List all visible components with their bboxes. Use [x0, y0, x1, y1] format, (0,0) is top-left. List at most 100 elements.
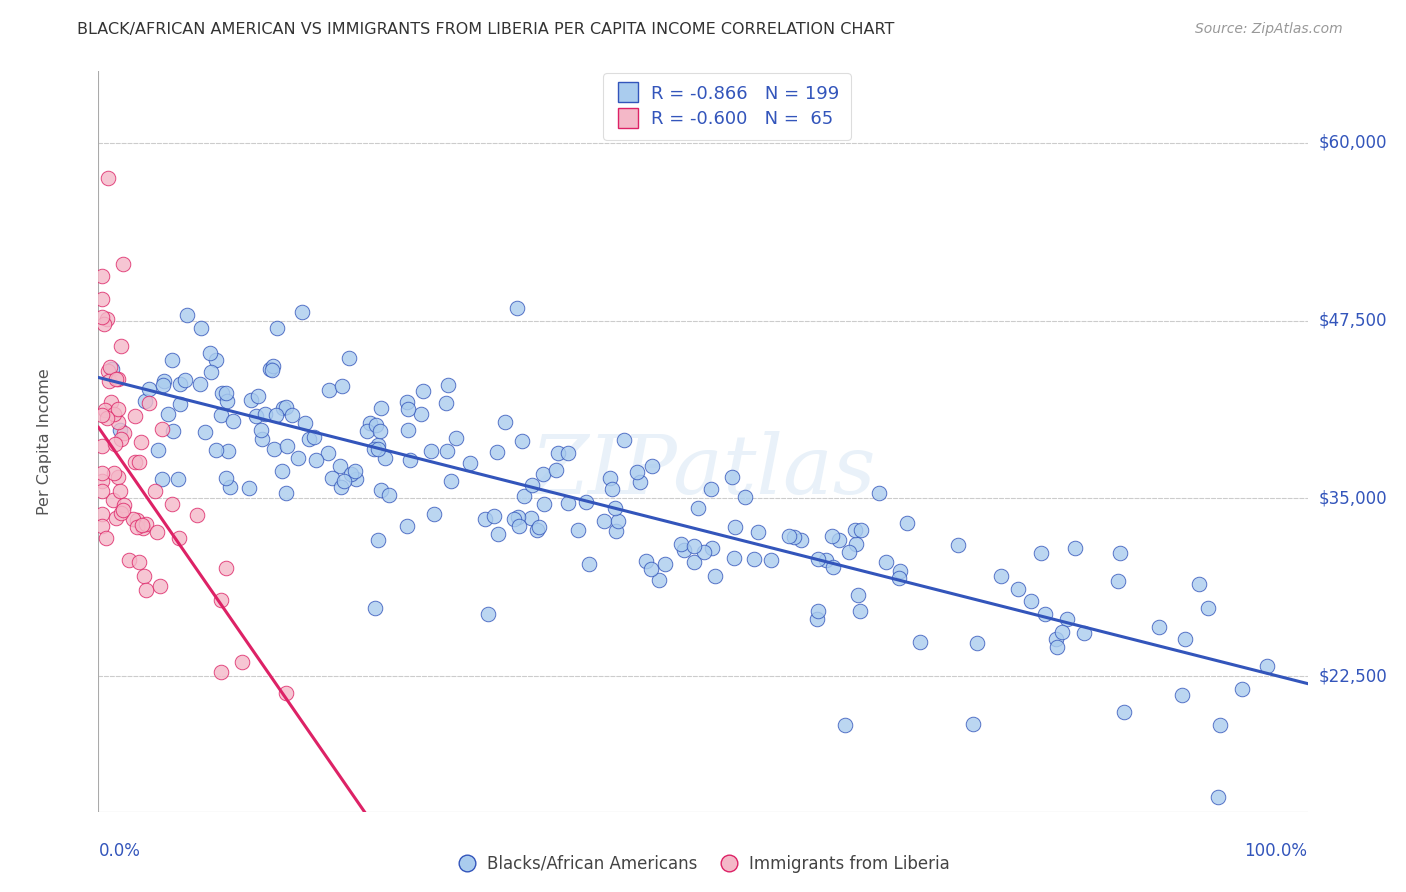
Point	[1187, 576, 1209, 591]
Point	[887, 571, 910, 585]
Point	[266, 321, 288, 335]
Point	[962, 717, 984, 731]
Point	[238, 481, 260, 495]
Point	[118, 552, 141, 566]
Point	[97, 171, 120, 186]
Point	[844, 523, 866, 537]
Point	[169, 376, 191, 391]
Point	[544, 462, 567, 476]
Point	[217, 444, 239, 458]
Point	[200, 365, 222, 379]
Point	[287, 451, 309, 466]
Point	[107, 402, 129, 417]
Point	[703, 569, 725, 583]
Point	[270, 464, 292, 478]
Point	[505, 301, 527, 315]
Point	[231, 655, 253, 669]
Text: $22,500: $22,500	[1319, 667, 1388, 685]
Point	[613, 433, 636, 447]
Point	[104, 372, 127, 386]
Point	[281, 409, 304, 423]
Point	[94, 531, 117, 545]
Point	[363, 442, 385, 456]
Point	[948, 538, 970, 552]
Point	[688, 500, 710, 515]
Point	[143, 483, 166, 498]
Point	[205, 353, 228, 368]
Point	[966, 636, 988, 650]
Text: $47,500: $47,500	[1319, 311, 1388, 329]
Point	[262, 363, 284, 377]
Point	[593, 514, 616, 528]
Point	[1114, 706, 1136, 720]
Point	[512, 434, 534, 448]
Point	[396, 519, 419, 533]
Text: 100.0%: 100.0%	[1244, 842, 1308, 860]
Point	[889, 565, 911, 579]
Point	[474, 512, 496, 526]
Point	[838, 545, 860, 559]
Point	[605, 501, 627, 516]
Point	[330, 378, 353, 392]
Point	[807, 552, 830, 566]
Point	[276, 439, 298, 453]
Point	[340, 467, 363, 481]
Point	[91, 483, 114, 498]
Point	[896, 516, 918, 530]
Point	[990, 569, 1012, 583]
Point	[567, 523, 589, 537]
Point	[209, 408, 232, 422]
Point	[132, 521, 155, 535]
Point	[693, 544, 716, 558]
Point	[153, 374, 176, 388]
Point	[250, 423, 273, 437]
Point	[557, 446, 579, 460]
Point	[138, 382, 160, 396]
Text: 0.0%: 0.0%	[98, 842, 141, 860]
Point	[160, 497, 183, 511]
Point	[419, 444, 441, 458]
Point	[91, 292, 114, 306]
Point	[209, 593, 232, 607]
Point	[190, 321, 212, 335]
Point	[359, 416, 381, 430]
Point	[107, 470, 129, 484]
Point	[209, 665, 232, 679]
Point	[134, 394, 156, 409]
Point	[110, 432, 132, 446]
Point	[91, 466, 114, 480]
Point	[211, 386, 233, 401]
Point	[134, 569, 156, 583]
Point	[700, 541, 723, 556]
Point	[253, 407, 276, 421]
Point	[778, 528, 800, 542]
Text: BLACK/AFRICAN AMERICAN VS IMMIGRANTS FROM LIBERIA PER CAPITA INCOME CORRELATION : BLACK/AFRICAN AMERICAN VS IMMIGRANTS FRO…	[77, 22, 894, 37]
Point	[502, 512, 524, 526]
Point	[198, 345, 221, 359]
Point	[1019, 594, 1042, 608]
Point	[377, 488, 399, 502]
Point	[215, 385, 238, 400]
Point	[823, 559, 845, 574]
Point	[194, 425, 217, 439]
Point	[215, 561, 238, 575]
Point	[547, 446, 569, 460]
Point	[135, 583, 157, 598]
Point	[875, 555, 897, 569]
Point	[1171, 688, 1194, 702]
Point	[108, 423, 131, 437]
Point	[1033, 607, 1056, 621]
Point	[834, 718, 856, 732]
Point	[605, 524, 627, 538]
Point	[110, 506, 132, 520]
Point	[485, 445, 508, 459]
Point	[412, 384, 434, 398]
Point	[105, 510, 128, 524]
Point	[1029, 545, 1052, 559]
Text: Per Capita Income: Per Capita Income	[37, 368, 52, 515]
Point	[124, 409, 146, 424]
Point	[321, 471, 343, 485]
Point	[526, 523, 548, 537]
Point	[636, 553, 658, 567]
Point	[409, 407, 432, 421]
